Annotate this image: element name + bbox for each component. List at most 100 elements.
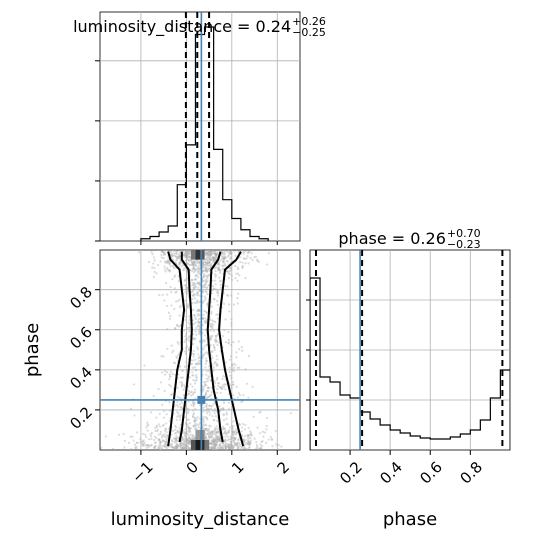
scatter-point [183, 251, 186, 254]
scatter-point [174, 439, 177, 442]
scatter-point [186, 290, 189, 293]
scatter-point [222, 445, 225, 448]
scatter-point [212, 440, 215, 443]
scatter-point [229, 252, 232, 255]
scatter-point [197, 324, 200, 327]
scatter-point [181, 369, 184, 372]
scatter-point [162, 253, 165, 256]
scatter-point [262, 435, 265, 438]
scatter-point [202, 260, 205, 264]
scatter-point [244, 423, 247, 426]
scatter-point [223, 256, 226, 260]
scatter-point [229, 444, 233, 447]
scatter-point [191, 281, 194, 284]
scatter-point [246, 255, 249, 258]
scatter-point [212, 447, 215, 450]
scatter-point [193, 297, 196, 300]
scatter-point [181, 445, 185, 449]
scatter-point [141, 432, 145, 436]
scatter-point [212, 441, 216, 444]
scatter-point [243, 446, 246, 449]
scatter-point [211, 256, 215, 259]
scatter-point [203, 310, 206, 313]
scatter-point [185, 250, 189, 253]
scatter-grid [100, 250, 300, 450]
scatter-point [166, 250, 169, 252]
scatter-point [208, 368, 211, 371]
scatter-point [192, 424, 195, 427]
scatter-point [168, 383, 171, 386]
scatter-point [205, 357, 208, 360]
scatter-point [192, 403, 196, 406]
scatter-point [195, 427, 198, 431]
scatter-point [166, 448, 169, 450]
scatter-point [202, 389, 205, 392]
scatter-point [175, 436, 178, 439]
scatter-point [178, 255, 181, 258]
scatter-point [246, 251, 250, 254]
scatter-point [196, 416, 199, 419]
scatter-point [202, 275, 206, 278]
scatter-point [206, 386, 210, 390]
scatter-point [204, 258, 207, 261]
scatter-point [172, 349, 175, 352]
scatter-point [221, 387, 224, 390]
scatter-point [213, 252, 217, 255]
scatter-point [192, 289, 195, 292]
scatter-point [178, 396, 182, 399]
scatter-point [195, 274, 198, 277]
scatter-point [208, 394, 211, 397]
scatter-point [183, 279, 186, 282]
scatter-point [192, 271, 195, 274]
scatter-point [193, 419, 196, 423]
scatter-point [209, 425, 212, 428]
scatter-point [158, 438, 161, 441]
scatter-point [186, 441, 189, 445]
scatter-point [211, 289, 214, 292]
scatter-point [202, 313, 205, 316]
scatter-point [187, 253, 190, 256]
scatter-point [219, 250, 223, 252]
scatter-point [173, 447, 176, 450]
scatter-point [185, 277, 189, 280]
scatter-point [209, 379, 212, 382]
scatter-point [188, 446, 191, 449]
scatter-point [249, 256, 252, 260]
scatter-point [179, 365, 182, 368]
scatter-point [222, 385, 226, 388]
scatter-point [214, 360, 217, 364]
scatter-point [232, 303, 236, 306]
scatter-point [189, 391, 192, 394]
scatter-point [193, 338, 196, 341]
scatter-point [183, 441, 186, 444]
scatter-point [163, 435, 167, 438]
scatter-point [228, 310, 231, 313]
scatter-point [213, 252, 216, 256]
hist-b-quantile-lines [315, 250, 504, 450]
scatter-point [236, 446, 240, 449]
scatter-point [222, 443, 225, 446]
scatter-point [170, 252, 174, 255]
scatter-point [222, 257, 225, 260]
scatter-point [186, 448, 189, 450]
scatter-point [245, 257, 248, 260]
scatter-point [205, 261, 208, 265]
scatter-point [210, 441, 213, 445]
scatter-point [169, 445, 172, 448]
scatter-point [191, 393, 195, 396]
scatter-point [198, 281, 201, 284]
scatter-point [185, 431, 188, 434]
scatter-point [209, 323, 212, 326]
scatter-point [234, 254, 237, 258]
scatter-point [145, 426, 148, 429]
scatter-point [218, 431, 221, 434]
scatter-point [210, 325, 213, 328]
hist-b-xtick-label-1: 0.4 [376, 458, 406, 488]
scatter-point [211, 285, 215, 288]
scatter-point [152, 262, 155, 265]
scatter-point [191, 283, 194, 287]
scatter-point [194, 379, 197, 383]
scatter-point [161, 439, 165, 442]
scatter-point [193, 316, 197, 319]
scatter-point [188, 448, 191, 450]
